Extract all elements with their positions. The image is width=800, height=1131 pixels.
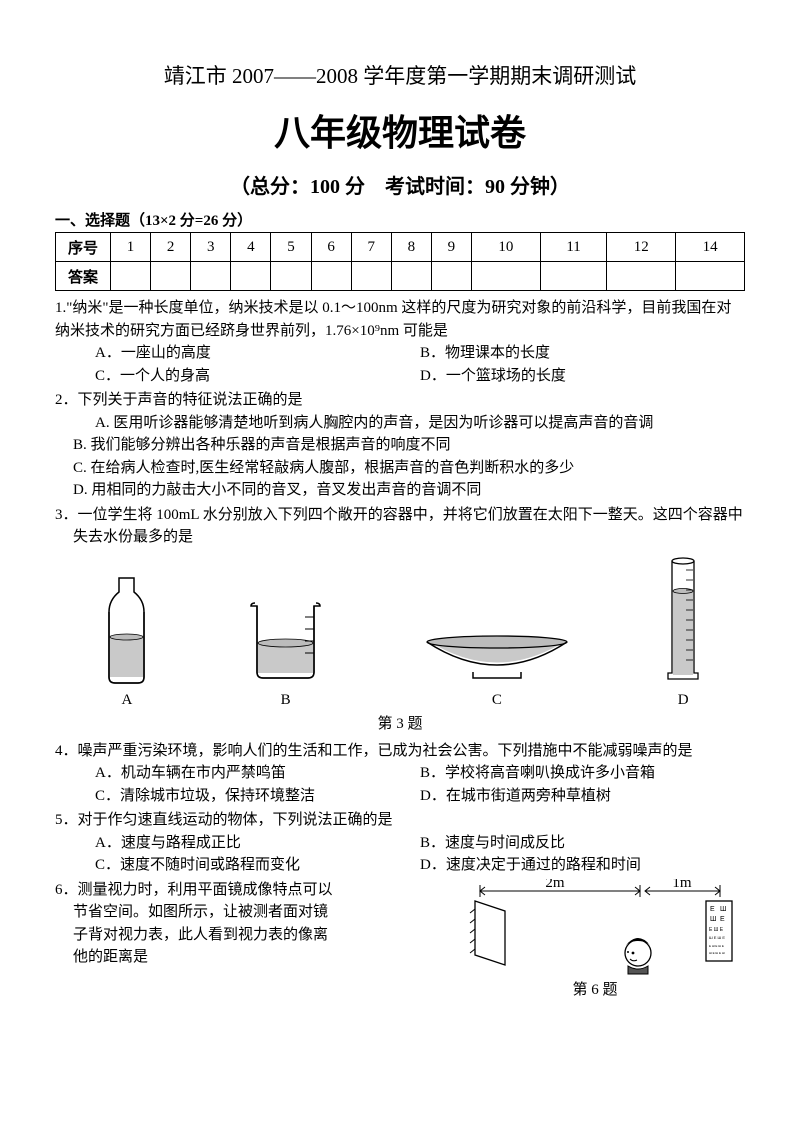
col-num: 2 <box>151 233 191 262</box>
question-2: 2．下列关于声音的特征说法正确的是 A. 医用听诊器能够清楚地听到病人胸腔内的声… <box>55 389 745 502</box>
svg-text:E Ш E: E Ш E <box>709 927 724 933</box>
sub-title: （总分：100 分 考试时间：90 分钟） <box>55 170 745 199</box>
col-num: 1 <box>111 233 151 262</box>
answer-cell <box>151 262 191 291</box>
q2-stem: 2．下列关于声音的特征说法正确的是 <box>55 389 745 412</box>
question-6: 6．测量视力时，利用平面镜成像特点可以 节省空间。如图所示，让被测者面对镜 子背… <box>55 879 745 1006</box>
col-num: 8 <box>391 233 431 262</box>
q3-caption: 第 3 题 <box>55 713 745 736</box>
answer-cell <box>111 262 151 291</box>
col-num: 5 <box>271 233 311 262</box>
answer-cell <box>431 262 471 291</box>
answer-cell <box>351 262 391 291</box>
q6-line4: 他的距离是 <box>55 946 445 969</box>
q2-opt-c: C. 在给病人检查时,医生经常轻敲病人腹部，根据声音的音色判断积水的多少 <box>73 457 745 480</box>
col-num: 10 <box>471 233 540 262</box>
answer-cell <box>271 262 311 291</box>
q5-stem: 5．对于作匀速直线运动的物体，下列说法正确的是 <box>55 809 745 832</box>
q5-options: A．速度与路程成正比 B．速度与时间成反比 C．速度不随时间或路程而变化 D．速… <box>55 832 745 877</box>
svg-text:Ш E Ш E: Ш E Ш E <box>709 935 725 940</box>
q3-fig-b: B <box>243 595 328 712</box>
q2-opt-b: B. 我们能够分辨出各种乐器的声音是根据声音的响度不同 <box>73 434 745 457</box>
answer-table-row1-label: 序号 <box>56 233 111 262</box>
q3-fig-c: C <box>417 630 577 712</box>
section-1-heading: 一、选择题（13×2 分=26 分） <box>55 209 745 230</box>
col-num: 12 <box>607 233 676 262</box>
answer-cell <box>607 262 676 291</box>
q1-opt-c: C．一个人的身高 <box>95 365 420 388</box>
q5-opt-b: B．速度与时间成反比 <box>420 832 745 855</box>
col-num: 11 <box>540 233 607 262</box>
question-1: 1."纳米"是一种长度单位，纳米技术是以 0.1～100nm 这样的尺度为研究对… <box>55 297 745 387</box>
q2-opt-d: D. 用相同的力敲击大小不同的音叉，音叉发出声音的音调不同 <box>73 479 745 502</box>
q5-opt-d: D．速度决定于通过的路程和时间 <box>420 854 745 877</box>
svg-text:Ш E Ш E Ш: Ш E Ш E Ш <box>709 951 725 955</box>
col-num: 7 <box>351 233 391 262</box>
q4-options: A．机动车辆在市内严禁鸣笛 B．学校将高音喇叭换成许多小音箱 C．清除城市垃圾，… <box>55 762 745 807</box>
q2-options: A. 医用听诊器能够清楚地听到病人胸腔内的声音，是因为听诊器可以提高声音的音调 … <box>55 412 745 502</box>
answer-table-header-row: 序号 1 2 3 4 5 6 7 8 9 10 11 12 14 <box>56 233 745 262</box>
svg-text:E: E <box>720 916 725 923</box>
answer-cell <box>231 262 271 291</box>
col-num: 3 <box>191 233 231 262</box>
q4-opt-d: D．在城市街道两旁种草植树 <box>420 785 745 808</box>
exam-page: 靖江市 2007——2008 学年度第一学期期末调研测试 八年级物理试卷 （总分… <box>0 0 800 1035</box>
q6-text: 6．测量视力时，利用平面镜成像特点可以 节省空间。如图所示，让被测者面对镜 子背… <box>55 879 445 1006</box>
q6-line1: 6．测量视力时，利用平面镜成像特点可以 <box>55 879 445 902</box>
col-num: 6 <box>311 233 351 262</box>
q3-figure-row: A B <box>55 555 745 712</box>
q5-opt-c: C．速度不随时间或路程而变化 <box>95 854 420 877</box>
answer-cell <box>540 262 607 291</box>
q3-label-a: A <box>99 689 154 712</box>
beaker-icon <box>243 595 328 685</box>
dish-icon <box>417 630 577 685</box>
header-line-1: 靖江市 2007——2008 学年度第一学期期末调研测试 <box>55 60 745 90</box>
q1-opt-a: A．一座山的高度 <box>95 342 420 365</box>
q6-d1: 2m <box>545 879 565 891</box>
svg-text:E Ш E Ш E: E Ш E Ш E <box>709 944 724 948</box>
q6-caption: 第 6 题 <box>445 979 745 1002</box>
main-title: 八年级物理试卷 <box>55 104 745 156</box>
q1-opt-d: D．一个篮球场的长度 <box>420 365 745 388</box>
answer-cell <box>311 262 351 291</box>
q3-label-b: B <box>243 689 328 712</box>
answer-cell <box>676 262 745 291</box>
col-num: 4 <box>231 233 271 262</box>
q5-opt-a: A．速度与路程成正比 <box>95 832 420 855</box>
q4-opt-c: C．清除城市垃圾，保持环境整洁 <box>95 785 420 808</box>
answer-table-row2-label: 答案 <box>56 262 111 291</box>
mirror-setup-icon: 2m 1m <box>450 879 740 979</box>
cylinder-icon <box>666 555 701 685</box>
q6-d2: 1m <box>672 879 692 891</box>
svg-text:E: E <box>710 906 715 913</box>
answer-table-answer-row: 答案 <box>56 262 745 291</box>
q3-stem: 3．一位学生将 100mL 水分别放入下列四个敞开的容器中，并将它们放置在太阳下… <box>55 504 745 549</box>
q4-opt-b: B．学校将高音喇叭换成许多小音箱 <box>420 762 745 785</box>
answer-cell <box>471 262 540 291</box>
svg-text:Ш: Ш <box>710 916 716 923</box>
question-4: 4．噪声严重污染环境，影响人们的生活和工作，已成为社会公害。下列措施中不能减弱噪… <box>55 740 745 808</box>
q4-stem: 4．噪声严重污染环境，影响人们的生活和工作，已成为社会公害。下列措施中不能减弱噪… <box>55 740 745 763</box>
bottle-icon <box>99 575 154 685</box>
svg-text:Ш: Ш <box>720 906 726 913</box>
q1-opt-b: B．物理课本的长度 <box>420 342 745 365</box>
question-5: 5．对于作匀速直线运动的物体，下列说法正确的是 A．速度与路程成正比 B．速度与… <box>55 809 745 877</box>
q6-line2: 节省空间。如图所示，让被测者面对镜 <box>55 901 445 924</box>
q3-fig-d: D <box>666 555 701 712</box>
col-num: 9 <box>431 233 471 262</box>
q1-options: A．一座山的高度 B．物理课本的长度 C．一个人的身高 D．一个篮球场的长度 <box>55 342 745 387</box>
q3-label-c: C <box>417 689 577 712</box>
q3-fig-a: A <box>99 575 154 712</box>
q2-opt-a: A. 医用听诊器能够清楚地听到病人胸腔内的声音，是因为听诊器可以提高声音的音调 <box>55 412 745 435</box>
q4-opt-a: A．机动车辆在市内严禁鸣笛 <box>95 762 420 785</box>
q6-line3: 子背对视力表，此人看到视力表的像离 <box>55 924 445 947</box>
q3-label-d: D <box>666 689 701 712</box>
q6-figure: 2m 1m <box>445 879 745 1006</box>
answer-table: 序号 1 2 3 4 5 6 7 8 9 10 11 12 14 答案 <box>55 232 745 291</box>
answer-cell <box>391 262 431 291</box>
q1-stem: 1."纳米"是一种长度单位，纳米技术是以 0.1～100nm 这样的尺度为研究对… <box>55 297 745 342</box>
question-3: 3．一位学生将 100mL 水分别放入下列四个敞开的容器中，并将它们放置在太阳下… <box>55 504 745 736</box>
col-num: 14 <box>676 233 745 262</box>
answer-cell <box>191 262 231 291</box>
